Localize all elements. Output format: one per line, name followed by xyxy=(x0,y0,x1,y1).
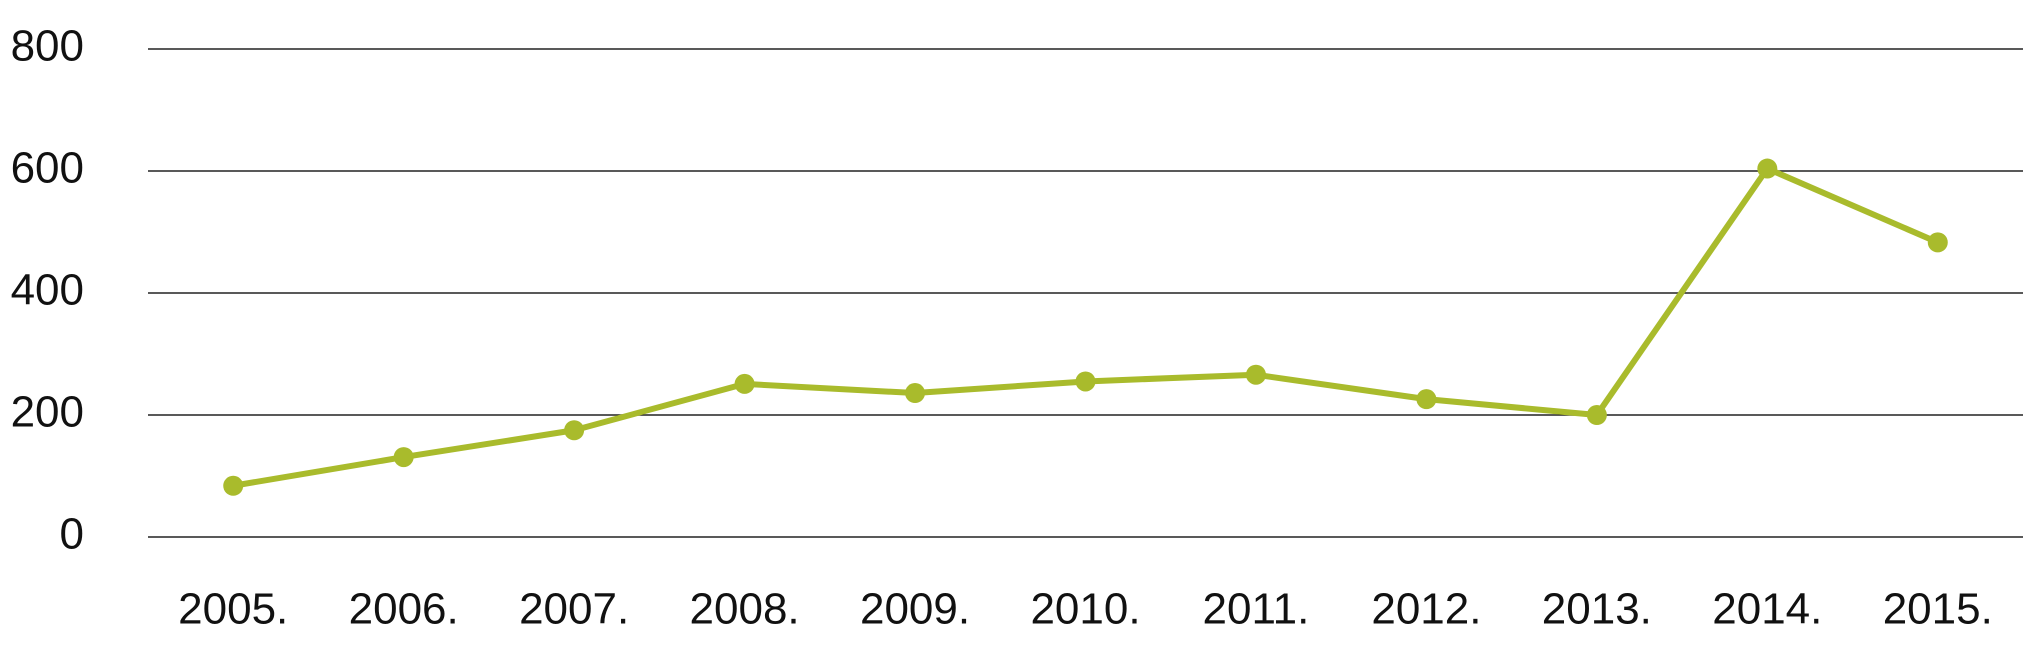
data-point xyxy=(393,447,414,468)
x-tick-label: 2010. xyxy=(1030,585,1140,634)
y-tick-label: 800 xyxy=(11,22,84,71)
y-tick-label: 200 xyxy=(11,388,84,437)
data-point xyxy=(905,383,926,404)
data-point xyxy=(1075,371,1096,392)
x-tick-label: 2012. xyxy=(1371,585,1481,634)
data-point xyxy=(564,420,585,441)
y-tick-label: 600 xyxy=(11,144,84,193)
x-tick-label: 2006. xyxy=(349,585,459,634)
data-point xyxy=(734,373,755,394)
x-tick-label: 2009. xyxy=(860,585,970,634)
x-tick-label: 2013. xyxy=(1542,585,1652,634)
data-point xyxy=(1416,389,1437,410)
data-point xyxy=(1586,405,1607,425)
x-tick-label: 2007. xyxy=(519,585,629,634)
data-point xyxy=(1927,232,1948,253)
x-tick-label: 2005. xyxy=(178,585,288,634)
y-tick-label: 400 xyxy=(11,266,84,315)
data-line xyxy=(232,165,1939,489)
x-tick-label: 2008. xyxy=(690,585,800,634)
x-tick-label: 2015. xyxy=(1883,585,1993,634)
y-tick-label: 0 xyxy=(60,510,84,559)
data-point xyxy=(1757,158,1778,179)
x-tick-label: 2011. xyxy=(1203,585,1310,634)
data-point xyxy=(1245,364,1266,385)
x-tick-label: 2014. xyxy=(1712,585,1822,634)
data-point xyxy=(223,475,244,496)
